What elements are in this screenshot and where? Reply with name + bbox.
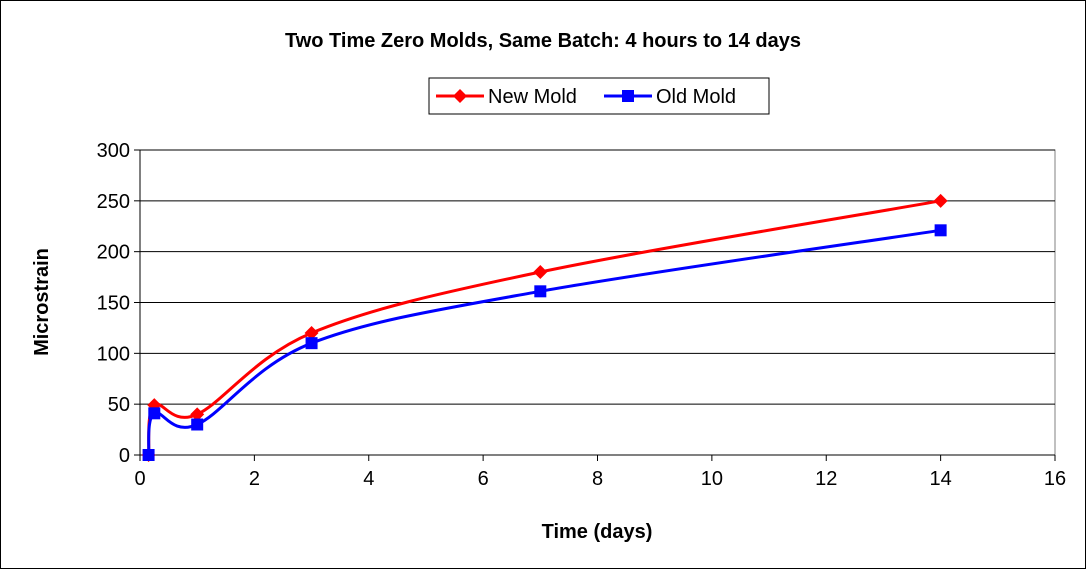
y-tick-label: 150 <box>97 293 130 315</box>
x-tick-label: 6 <box>478 468 489 490</box>
legend-label-new-mold: New Mold <box>488 86 577 108</box>
legend-marker-old-mold <box>622 90 634 102</box>
y-tick-label: 300 <box>97 140 130 162</box>
legend-box <box>428 77 770 115</box>
data-point-old-mold <box>934 224 947 237</box>
y-axis-title: Microstrain <box>31 248 53 356</box>
x-tick-label: 14 <box>930 468 952 490</box>
y-tick-label: 0 <box>119 445 130 467</box>
data-point-new-mold <box>190 407 205 422</box>
data-point-old-mold <box>191 418 204 431</box>
x-tick-label: 0 <box>134 468 145 490</box>
y-tick-label: 50 <box>108 394 130 416</box>
data-point-new-mold <box>304 326 319 340</box>
gridlines <box>140 149 1055 405</box>
data-point-old-mold <box>142 449 155 461</box>
data-point-old-mold <box>148 407 161 420</box>
legend-label-old-mold: Old Mold <box>656 86 736 108</box>
y-axis-ticks: 0 50 100 150 200 250 300 <box>97 140 140 467</box>
chart-title: Two Time Zero Molds, Same Batch: 4 hours… <box>285 30 801 52</box>
x-axis-ticks: 0 2 4 6 8 10 12 14 16 <box>134 455 1066 490</box>
x-tick-label: 16 <box>1044 468 1066 490</box>
y-tick-label: 100 <box>97 343 130 365</box>
data-point-new-mold <box>533 265 548 279</box>
x-tick-label: 12 <box>815 468 837 490</box>
data-point-old-mold <box>534 285 547 298</box>
data-point-old-mold <box>305 337 318 350</box>
x-tick-label: 4 <box>363 468 374 490</box>
x-tick-label: 2 <box>249 468 260 490</box>
series-layer <box>141 193 948 462</box>
data-point-new-mold <box>933 193 948 208</box>
x-tick-label: 10 <box>701 468 723 490</box>
y-tick-label: 250 <box>97 191 130 213</box>
x-axis-title: Time (days) <box>542 521 653 543</box>
legend: New Mold Old Mold <box>428 77 770 115</box>
x-tick-label: 8 <box>592 468 603 490</box>
y-tick-label: 200 <box>97 242 130 264</box>
legend-marker-new-mold <box>453 89 467 103</box>
